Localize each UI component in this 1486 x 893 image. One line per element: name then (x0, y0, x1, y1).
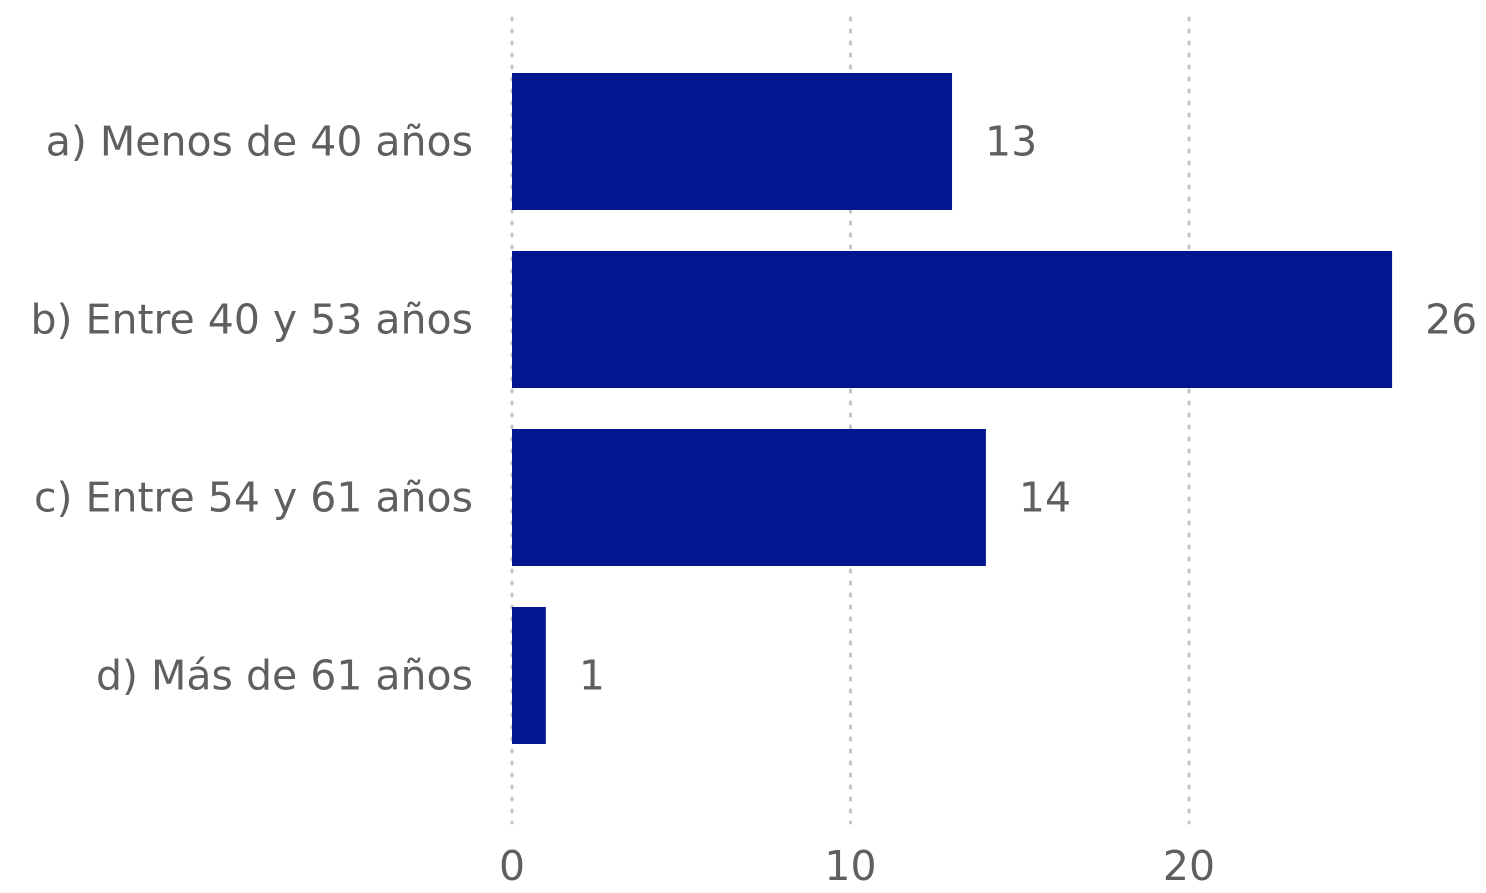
x-tick-label-0: 0 (499, 842, 525, 890)
category-label-1: b) Entre 40 y 53 años (31, 296, 474, 344)
category-label-2: c) Entre 54 y 61 años (34, 474, 473, 522)
x-axis-tick-labels: 0 10 20 (499, 842, 1215, 890)
data-labels: 13 26 14 1 (579, 118, 1477, 700)
x-tick-label-2: 20 (1163, 842, 1215, 890)
bar-2 (512, 429, 986, 566)
category-label-0: a) Menos de 40 años (46, 118, 473, 166)
x-tick-label-1: 10 (824, 842, 876, 890)
data-label-2: 14 (1019, 474, 1071, 522)
data-label-0: 13 (985, 118, 1037, 166)
bar-0 (512, 73, 953, 210)
bars (512, 73, 1393, 744)
data-label-3: 1 (579, 652, 605, 700)
category-labels: a) Menos de 40 años b) Entre 40 y 53 años… (31, 118, 474, 700)
category-label-3: d) Más de 61 años (96, 652, 473, 700)
bar-3 (512, 607, 546, 744)
data-label-1: 26 (1425, 296, 1477, 344)
bar-1 (512, 251, 1393, 388)
